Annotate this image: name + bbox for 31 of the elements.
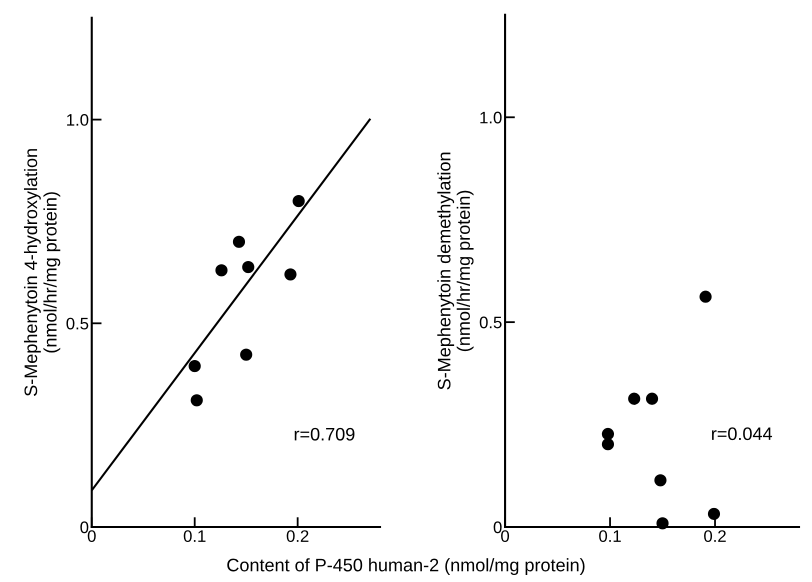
x-tick-label: 0.2 (704, 530, 726, 542)
point (708, 508, 720, 520)
y-tick-label: 0 (494, 521, 502, 534)
y-tick-label: 1.0 (67, 114, 88, 126)
x-tick-label: 0.1 (184, 530, 206, 542)
y-tick-label: 0.5 (480, 316, 502, 328)
x-tick-label: 0.2 (286, 530, 308, 542)
point (292, 195, 305, 208)
point (602, 428, 614, 440)
point (215, 264, 228, 276)
point (602, 438, 614, 450)
x-axis-title: Content of P-450 human-2 (nmol/mg protein) (227, 558, 585, 576)
y-axis-title: S-Mephenytoin 4-hydroxylation (nmol/hr/mg protein) (24, 149, 60, 396)
point (700, 290, 712, 303)
point (284, 268, 297, 280)
x-tick-label: 0.1 (599, 530, 621, 542)
point (188, 360, 201, 372)
point (240, 348, 252, 361)
annotation: r=0.709 (294, 428, 354, 441)
point (190, 394, 203, 406)
point (646, 392, 658, 405)
point (654, 474, 667, 486)
point (656, 517, 669, 530)
point (232, 236, 246, 248)
y-axis-title: S-Mephenytoin demethylation (nmol/hr/mg protein) (437, 152, 474, 390)
annotation: r=0.044 (712, 427, 772, 440)
y-tick-label: 0 (80, 521, 88, 534)
y-tick-label: 1.0 (480, 112, 502, 124)
point (242, 261, 254, 274)
point (628, 392, 640, 405)
y-tick-label: 0.5 (66, 318, 88, 330)
